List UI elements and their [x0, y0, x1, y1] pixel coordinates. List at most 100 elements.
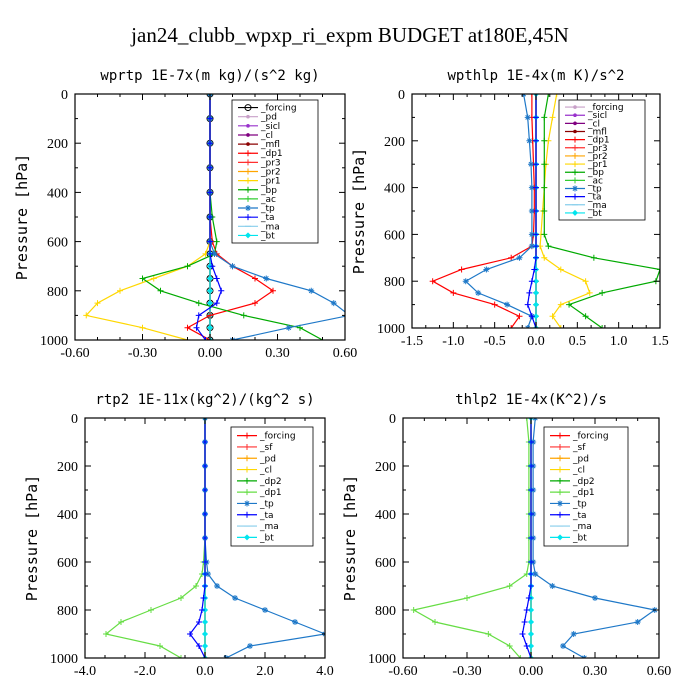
x-tick-label: 0.5 — [569, 334, 587, 349]
legend-marker — [246, 124, 250, 128]
data-point — [247, 643, 253, 649]
data-point — [218, 287, 225, 294]
x-tick-label: 0.0 — [527, 334, 545, 349]
data-point — [213, 238, 220, 245]
series-group — [410, 418, 658, 658]
data-point — [528, 535, 534, 541]
data-point — [202, 631, 208, 637]
legend-label: _tp — [572, 499, 587, 509]
legend-marker — [557, 511, 563, 518]
data-point — [207, 250, 213, 257]
data-point — [432, 619, 438, 625]
data-point — [150, 275, 157, 282]
legend-label: _dp2 — [572, 477, 595, 487]
legend-marker — [572, 177, 578, 184]
data-point — [202, 535, 208, 541]
data-point — [533, 301, 539, 308]
panel-title: wpthlp 1E-4x(m K)/s^2 — [447, 68, 624, 84]
legend-label: _sf — [572, 443, 586, 453]
legend-marker — [572, 136, 578, 143]
data-point — [533, 137, 539, 144]
data-point — [202, 619, 208, 625]
legend-label: _pr3 — [260, 158, 281, 168]
data-point — [450, 289, 457, 296]
data-point — [207, 189, 213, 196]
legend-label: _ta — [572, 511, 587, 521]
legend-label: _dp1 — [259, 488, 282, 498]
data-point — [207, 275, 213, 282]
legend-label: _pr1 — [260, 177, 281, 187]
data-point — [178, 595, 184, 601]
y-tick-label: 600 — [375, 556, 396, 571]
legend-label: _ma — [259, 522, 279, 532]
data-point — [634, 619, 641, 625]
series-group — [103, 418, 325, 658]
y-tick-label: 600 — [57, 556, 78, 571]
x-tick-label: -0.60 — [60, 346, 89, 361]
data-point — [330, 300, 337, 307]
x-tick-label: 0.00 — [198, 346, 223, 361]
y-axis-label: Pressure [hPa] — [341, 475, 359, 601]
legend-marker — [245, 195, 251, 202]
legend-marker — [557, 489, 563, 496]
y-tick-label: 800 — [375, 604, 396, 619]
y-tick-label: 800 — [57, 604, 78, 619]
legend-label: _cl — [587, 119, 600, 129]
data-point — [557, 301, 564, 308]
x-tick-label: -1.5 — [401, 334, 423, 349]
legend-label: _bt — [259, 533, 274, 543]
x-tick-label: 0.60 — [647, 664, 672, 679]
legend-label: _sicl — [587, 111, 607, 121]
data-point — [200, 595, 207, 601]
data-point — [560, 643, 566, 649]
legend-marker — [245, 232, 251, 239]
data-point — [202, 463, 208, 469]
legend-label: _pr1 — [587, 160, 608, 170]
data-point — [139, 324, 146, 331]
data-point — [533, 278, 539, 285]
x-tick-label: -0.30 — [128, 346, 157, 361]
legend-label: _tp — [259, 499, 274, 509]
data-point — [528, 559, 534, 565]
y-tick-label: 600 — [384, 228, 405, 243]
data-point — [582, 313, 589, 320]
x-tick-label: -0.60 — [388, 664, 417, 679]
data-point — [207, 140, 213, 147]
series-line-dp1 — [412, 418, 530, 658]
legend-marker — [245, 205, 251, 212]
legend-label: _dp1 — [587, 136, 610, 146]
y-axis-label: Pressure [hPa] — [350, 148, 368, 274]
data-point — [592, 595, 598, 601]
legend-label: _pd — [259, 454, 276, 464]
legend-label: _cl — [572, 466, 585, 476]
data-point — [533, 243, 539, 250]
data-point — [528, 94, 535, 97]
legend-marker — [244, 455, 250, 462]
x-tick-label: 0.0 — [196, 664, 214, 679]
y-tick-label: 400 — [384, 182, 405, 197]
data-point — [202, 583, 208, 589]
data-point — [195, 312, 202, 319]
data-point — [118, 619, 124, 625]
data-point — [590, 254, 597, 261]
y-tick-label: 200 — [375, 460, 396, 475]
data-point — [553, 94, 560, 97]
data-point — [213, 275, 220, 282]
data-point — [533, 184, 539, 191]
data-point — [549, 313, 556, 320]
data-point — [94, 300, 101, 307]
data-point — [83, 312, 90, 319]
data-point — [528, 511, 534, 517]
y-axis-label: Pressure [hPa] — [13, 154, 31, 280]
y-axis-label: Pressure [hPa] — [23, 475, 41, 601]
data-point — [483, 266, 490, 273]
legend-marker — [572, 185, 578, 192]
data-point — [545, 94, 552, 97]
data-point — [541, 114, 548, 121]
legend-label: _ta — [259, 511, 274, 521]
data-point — [533, 208, 539, 214]
data-point — [533, 114, 539, 121]
x-tick-label: 0.30 — [583, 664, 608, 679]
data-point — [213, 300, 220, 307]
legend-marker — [557, 477, 563, 484]
